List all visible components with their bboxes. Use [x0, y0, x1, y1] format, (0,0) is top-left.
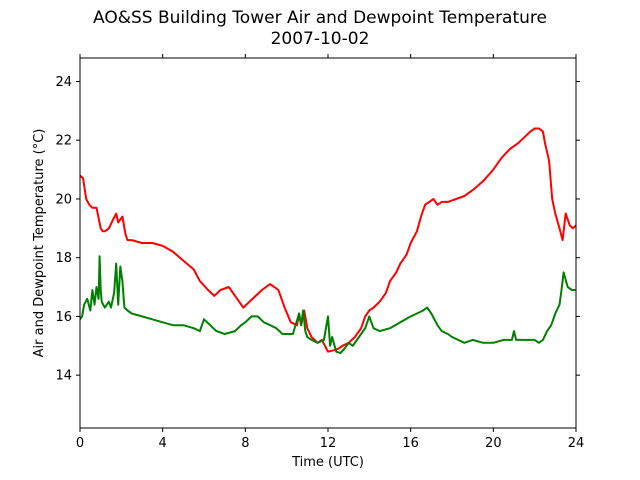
y-tick-label-1: 16 [55, 310, 72, 325]
y-tick-label-0: 14 [55, 369, 72, 384]
x-axis-label: Time (UTC) [291, 455, 364, 470]
x-tick-label-3: 12 [320, 436, 337, 451]
x-tick-label-4: 16 [402, 436, 419, 451]
chart-title: AO&SS Building Tower Air and Dewpoint Te… [92, 8, 547, 28]
x-tick-label-6: 24 [568, 436, 585, 451]
y-tick-label-2: 18 [55, 251, 72, 266]
y-tick-label-5: 24 [55, 75, 72, 90]
y-tick-label-4: 22 [55, 134, 72, 149]
x-tick-label-2: 8 [241, 436, 249, 451]
series-layer [80, 127, 576, 355]
x-tick-label-5: 20 [485, 436, 502, 451]
y-tick-label-3: 20 [55, 192, 72, 207]
y-axis-label: Air and Dewpoint Temperature (°C) [32, 129, 47, 358]
ticks-layer: 0 4 8 12 16 20 24 14 16 18 20 22 24 [55, 54, 584, 451]
series-line-1 [80, 255, 576, 355]
chart-subtitle: 2007-10-02 [270, 29, 370, 49]
series-line-0 [80, 127, 576, 353]
x-tick-label-0: 0 [76, 436, 84, 451]
x-tick-label-1: 4 [159, 436, 167, 451]
